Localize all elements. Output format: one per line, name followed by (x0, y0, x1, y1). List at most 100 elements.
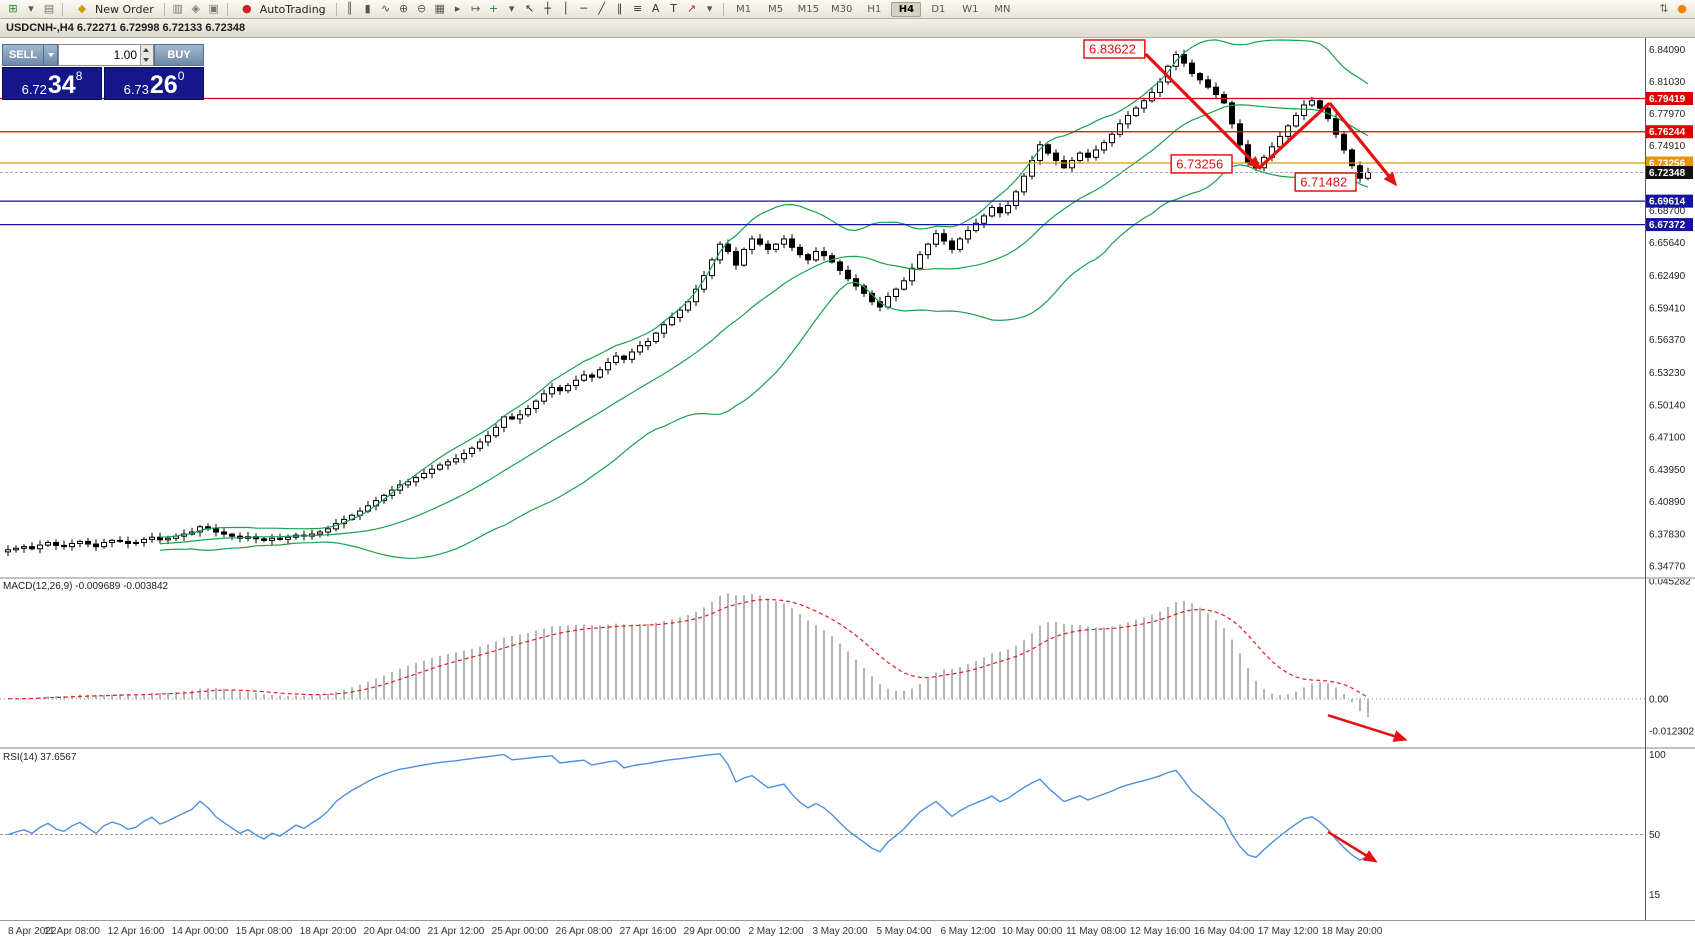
horizontal-price-lines[interactable] (0, 97, 1645, 226)
chart-title-bar: USDCNH-,H4 6.72271 6.72998 6.72133 6.723… (0, 19, 1695, 38)
text-icon[interactable]: A (651, 2, 660, 15)
time-axis-label: 3 May 20:00 (812, 926, 867, 937)
svg-text:6.73256: 6.73256 (1649, 159, 1686, 170)
price-annotation-box[interactable]: 6.83622 (1083, 39, 1146, 59)
zoom-in-icon[interactable]: ⊕ (399, 2, 409, 15)
time-axis-label: 15 Apr 08:00 (236, 926, 293, 937)
order-options-dropdown[interactable] (44, 44, 58, 66)
timeframe-button-H4[interactable]: H4 (891, 1, 922, 17)
rsi-name: RSI(14) (3, 752, 38, 763)
sell-price-display[interactable]: 6.72 34 8 (2, 67, 102, 100)
vertical-line-icon[interactable]: │ (562, 2, 569, 15)
time-axis-label: 6 May 12:00 (940, 926, 995, 937)
volume-field[interactable]: 1.00 (58, 44, 154, 66)
navigator-icon[interactable]: ◈ (191, 2, 200, 15)
price-annotation-box[interactable]: 6.71482 (1294, 172, 1357, 192)
time-axis-label: 10 May 00:00 (1002, 926, 1063, 937)
volume-increase-button[interactable] (141, 45, 153, 55)
svg-text:6.77970: 6.77970 (1649, 109, 1686, 120)
buy-price-big: 26 (149, 71, 178, 99)
docking-icon[interactable]: ⇅ (1659, 2, 1669, 15)
zoom-out-icon[interactable]: ⊖ (417, 2, 427, 15)
channel-icon[interactable]: ∥ (616, 2, 623, 15)
timeframe-button-W1[interactable]: W1 (962, 3, 979, 15)
chart-shift-icon[interactable]: ↦ (471, 2, 481, 15)
macd-pane[interactable]: 0.045282 0.00 -0.012302 (0, 576, 1694, 742)
chart-area[interactable]: 6.83622 6.73256 6.71482 6.84090 6.81030 6.779… (0, 38, 1695, 938)
indicators-dropdown-icon[interactable]: ▾ (508, 2, 515, 15)
svg-text:6.84090: 6.84090 (1649, 45, 1686, 56)
time-axis-label: 12 Apr 16:00 (108, 926, 165, 937)
autotrading-label: AutoTrading (259, 2, 326, 16)
trend-annotation-arrows[interactable]: 6.83622 6.73256 6.71482 (1083, 39, 1398, 192)
price-annotation-box[interactable]: 6.73256 (1170, 154, 1233, 174)
line-chart-icon[interactable]: ∿ (381, 2, 391, 15)
toolbar-separator (335, 2, 337, 16)
timeframe-button-MN[interactable]: MN (994, 3, 1011, 15)
timeframe-button-M15[interactable]: M15 (797, 3, 820, 15)
macd-axis-label: 0.045282 (1649, 576, 1691, 587)
time-axis-label: 16 May 04:00 (1194, 926, 1255, 937)
timeframe-button-M5[interactable]: M5 (768, 3, 784, 15)
svg-text:6.50140: 6.50140 (1649, 400, 1686, 411)
time-axis-label: 14 Apr 00:00 (172, 926, 229, 937)
panels-icons-group: ▥ ◈ ▣ (169, 1, 223, 17)
svg-text:6.47100: 6.47100 (1649, 432, 1686, 443)
volume-value[interactable]: 1.00 (113, 48, 137, 62)
timeframe-button-H1[interactable]: H1 (867, 3, 882, 15)
time-axis-label: 2 May 12:00 (748, 926, 803, 937)
sell-button[interactable]: SELL (2, 44, 44, 66)
volume-spinner (140, 45, 153, 65)
crosshair-icon[interactable]: ┼ (544, 2, 551, 15)
macd-axis-label: 0.00 (1649, 694, 1669, 705)
sell-price-sup: 8 (75, 69, 83, 83)
time-axis-label: 21 Apr 12:00 (428, 926, 485, 937)
toolbar-right-group: ⇅ ● (1655, 1, 1691, 17)
new-chart-dropdown-icon[interactable]: ▾ (28, 2, 34, 15)
buy-price-base: 6.73 (123, 82, 149, 97)
svg-text:6.56370: 6.56370 (1649, 335, 1686, 346)
svg-text:6.79419: 6.79419 (1649, 94, 1686, 105)
time-axis-label: 18 Apr 20:00 (300, 926, 357, 937)
auto-scroll-icon[interactable]: ▸ (454, 2, 461, 15)
price-axis[interactable]: 6.84090 6.81030 6.77970 6.74910 6.68700 6.656… (1646, 45, 1693, 572)
notification-dot-icon[interactable]: ● (1677, 2, 1687, 15)
arrows-icon[interactable]: ↗ (687, 2, 697, 15)
svg-text:6.83622: 6.83622 (1089, 41, 1136, 56)
pane-separator[interactable] (0, 747, 1695, 749)
time-axis-label: 17 May 12:00 (1258, 926, 1319, 937)
terminal-icon[interactable]: ▣ (208, 2, 219, 15)
market-watch-icon[interactable]: ▥ (172, 2, 183, 15)
rsi-annotation-arrow (1327, 830, 1378, 863)
new-chart-icon[interactable]: ⊞ (8, 2, 18, 15)
volume-decrease-button[interactable] (141, 55, 153, 65)
bar-chart-icon[interactable]: ║ (346, 2, 353, 15)
indicators-icon[interactable]: + (489, 2, 499, 15)
tile-windows-icon[interactable]: ▦ (434, 2, 445, 15)
macd-annotation-arrow (1327, 713, 1408, 742)
buy-button[interactable]: BUY (154, 44, 204, 66)
cursor-icon[interactable]: ↖ (525, 2, 535, 15)
new-order-button[interactable]: ◆ New Order (67, 1, 160, 18)
timeframe-button-M1[interactable]: M1 (736, 3, 752, 15)
timeframe-button-M30[interactable]: M30 (831, 3, 853, 15)
svg-text:6.43950: 6.43950 (1649, 465, 1686, 476)
horizontal-line-icon[interactable]: ─ (580, 2, 587, 15)
profiles-icon[interactable]: ▤ (43, 2, 55, 15)
text-label-icon[interactable]: T (670, 2, 678, 15)
svg-text:6.69614: 6.69614 (1649, 197, 1686, 208)
rsi-pane[interactable]: 100 50 15 (0, 750, 1666, 901)
timeframe-button-D1[interactable]: D1 (931, 3, 946, 15)
buy-price-display[interactable]: 6.73 26 0 (104, 67, 204, 100)
pane-separator[interactable] (0, 577, 1695, 579)
sell-price-base: 6.72 (21, 82, 47, 97)
time-axis-label: 20 Apr 04:00 (364, 926, 421, 937)
autotrading-button[interactable]: ● AutoTrading (232, 1, 332, 18)
arrows-dropdown-icon[interactable]: ▾ (706, 2, 713, 15)
svg-text:6.62490: 6.62490 (1649, 271, 1686, 282)
fibonacci-icon[interactable]: ≡ (633, 2, 643, 15)
trendline-icon[interactable]: ╱ (598, 2, 605, 15)
candlestick-chart-icon[interactable]: ▮ (364, 2, 371, 15)
svg-text:6.68700: 6.68700 (1649, 206, 1686, 217)
